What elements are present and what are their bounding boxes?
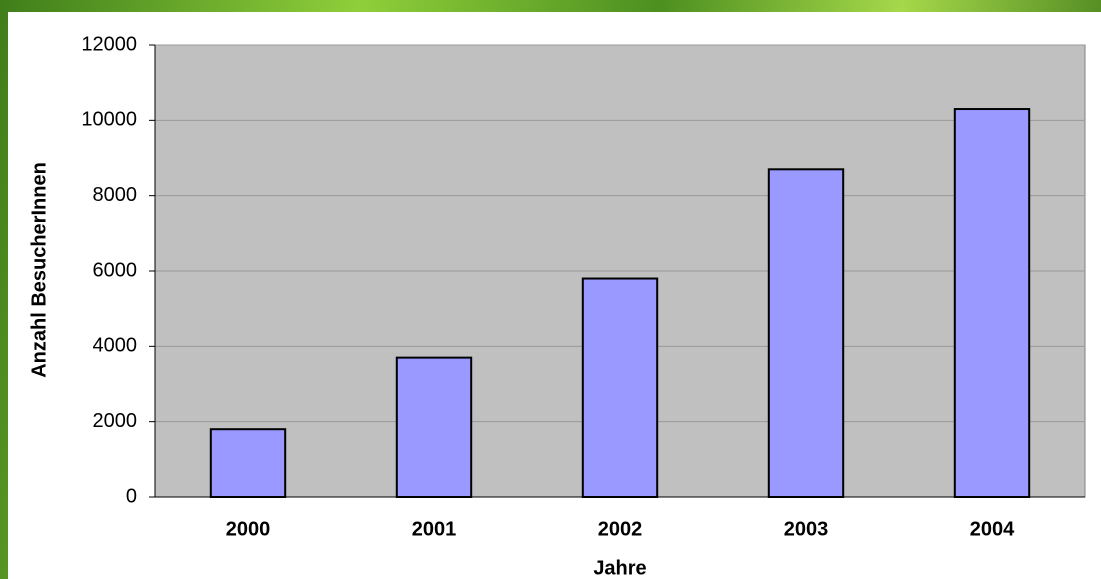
x-axis-label: Jahre: [593, 557, 646, 579]
x-tick-label: 2004: [970, 518, 1015, 540]
y-tick-label: 8000: [93, 184, 138, 206]
y-tick-label: 2000: [93, 410, 138, 432]
bar: [767, 168, 845, 499]
y-tick-label: 12000: [81, 33, 137, 55]
bar: [209, 428, 287, 499]
bar: [953, 108, 1031, 499]
y-tick-label: 0: [126, 485, 137, 507]
y-tick-label: 10000: [81, 109, 137, 131]
y-tick-label: 6000: [93, 259, 138, 281]
y-tick-label: 4000: [93, 335, 138, 357]
y-axis-label: Anzahl BesucherInnen: [28, 162, 50, 378]
x-tick-label: 2000: [226, 518, 271, 540]
x-tick-label: 2002: [598, 518, 643, 540]
bar: [581, 277, 659, 498]
x-tick-label: 2001: [412, 518, 457, 540]
bar: [395, 356, 473, 498]
x-tick-label: 2003: [784, 518, 829, 540]
